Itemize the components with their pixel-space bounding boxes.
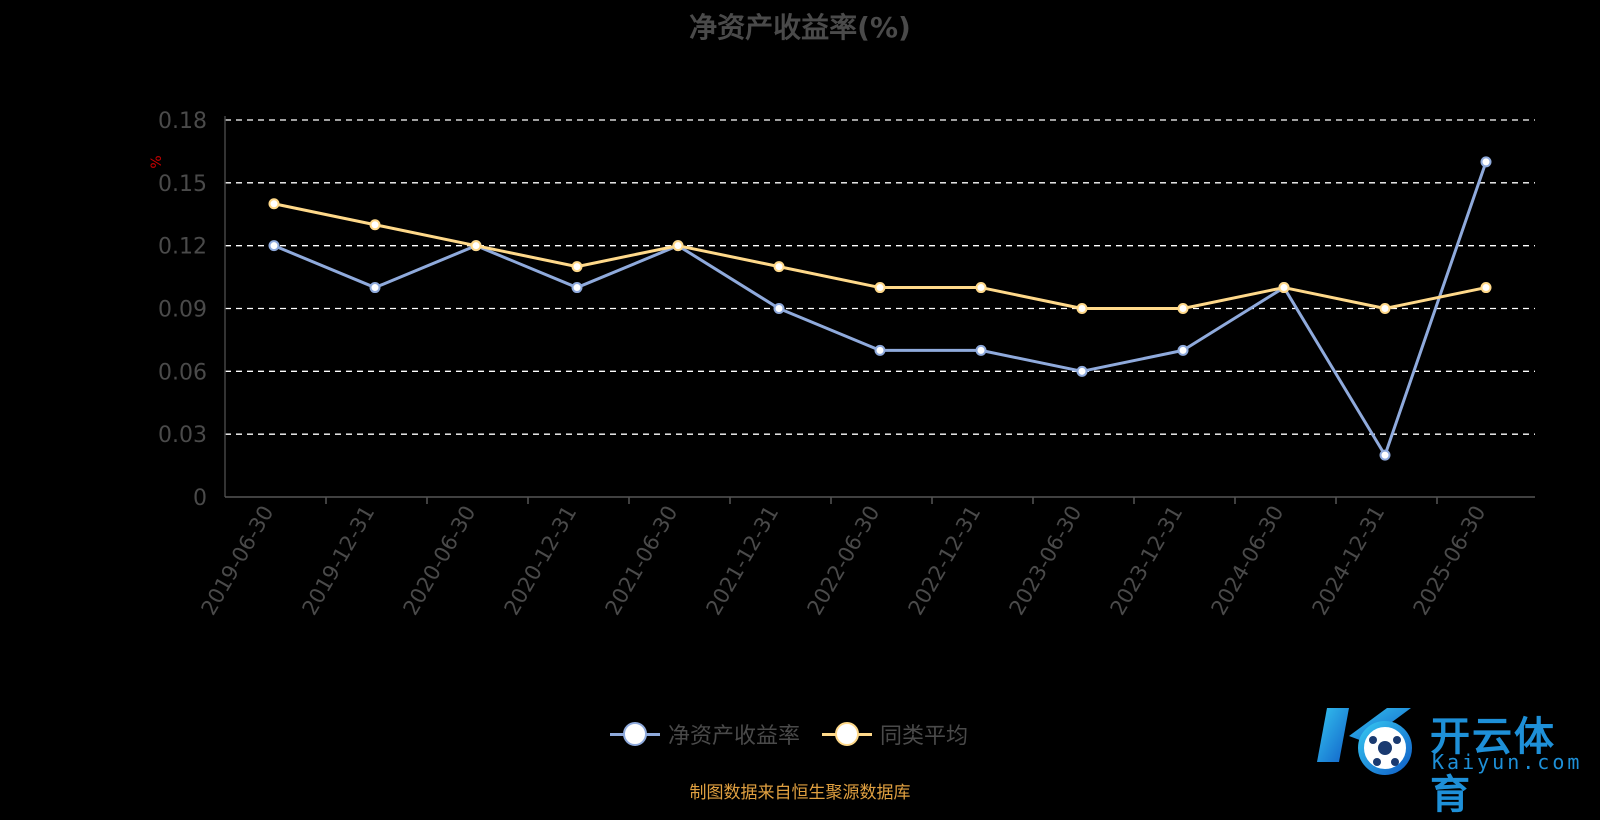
legend-peer-marker bbox=[822, 722, 873, 746]
watermark-logo: 开云体育 Kaiyun.com bbox=[1315, 700, 1595, 818]
data-point-1 bbox=[369, 219, 381, 231]
source-note: 制图数据来自恒生聚源数据库 bbox=[689, 783, 911, 803]
y-tick-label: 0 bbox=[193, 486, 207, 511]
legend-peer-label: 同类平均 bbox=[880, 724, 969, 749]
data-point-0 bbox=[874, 344, 886, 356]
legend-roe-marker bbox=[610, 722, 660, 746]
data-point-1 bbox=[470, 240, 482, 252]
logo-subtext: Kaiyun.com bbox=[1432, 750, 1583, 774]
x-tick-label: 2019-12-31 bbox=[298, 502, 380, 620]
legend: 净资产收益率 同类平均 bbox=[610, 718, 990, 750]
data-point-1 bbox=[874, 282, 886, 294]
data-point-0 bbox=[773, 303, 785, 314]
y-tick-label: 0.12 bbox=[158, 235, 207, 260]
data-point-0 bbox=[1480, 156, 1492, 168]
data-point-0 bbox=[369, 282, 381, 294]
data-point-1 bbox=[571, 261, 583, 273]
chart-canvas: 0 0.03 0.06 0.09 0.12 0.15 0.18% 2019-06-30 2019… bbox=[149, 109, 1535, 620]
data-point-1 bbox=[1480, 282, 1492, 294]
x-tick-label: 2022-06-30 bbox=[803, 502, 885, 620]
y-tick-label: 0.15 bbox=[158, 172, 207, 197]
legend-item-peer-average[interactable]: 同类平均 bbox=[822, 718, 968, 750]
data-point-0 bbox=[1379, 449, 1391, 461]
x-tick-label: 2021-06-30 bbox=[601, 502, 683, 620]
data-point-1 bbox=[1278, 282, 1290, 294]
y-tick-label: 0.18 bbox=[158, 109, 207, 134]
x-tick-label: 2022-12-31 bbox=[904, 502, 986, 620]
x-tick-label: 2020-12-31 bbox=[500, 502, 582, 620]
x-tick-label: 2020-06-30 bbox=[399, 502, 481, 620]
x-tick-label: 2024-12-31 bbox=[1308, 502, 1390, 620]
y-axis-unit-label: % bbox=[149, 155, 165, 168]
data-point-0 bbox=[571, 282, 583, 294]
y-tick-label: 0.06 bbox=[158, 360, 207, 385]
data-point-1 bbox=[975, 282, 987, 294]
y-tick-label: 0.03 bbox=[158, 423, 207, 448]
legend-roe-label: 净资产收益率 bbox=[668, 724, 801, 749]
data-point-0 bbox=[975, 344, 987, 356]
chart-title: 净资产收益率(%) bbox=[689, 11, 911, 44]
x-tick-label: 2019-06-30 bbox=[197, 502, 279, 620]
x-tick-label: 2024-06-30 bbox=[1207, 502, 1289, 620]
data-point-1 bbox=[1076, 303, 1088, 314]
data-point-1 bbox=[1177, 303, 1189, 314]
x-tick-label: 2023-12-31 bbox=[1106, 502, 1188, 620]
x-tick-label: 2025-06-30 bbox=[1409, 502, 1491, 620]
data-point-0 bbox=[268, 240, 280, 252]
data-point-0 bbox=[1177, 344, 1189, 356]
data-point-1 bbox=[773, 261, 785, 273]
x-tick-label: 2021-12-31 bbox=[702, 502, 784, 620]
data-point-1 bbox=[268, 198, 280, 210]
data-point-1 bbox=[672, 240, 684, 252]
y-tick-label: 0.09 bbox=[158, 298, 207, 323]
logo-k-icon bbox=[1317, 708, 1412, 775]
legend-item-roe[interactable]: 净资产收益率 bbox=[610, 718, 800, 750]
data-point-1 bbox=[1379, 303, 1391, 314]
x-tick-label: 2023-06-30 bbox=[1005, 502, 1087, 620]
data-point-0 bbox=[1076, 365, 1088, 377]
